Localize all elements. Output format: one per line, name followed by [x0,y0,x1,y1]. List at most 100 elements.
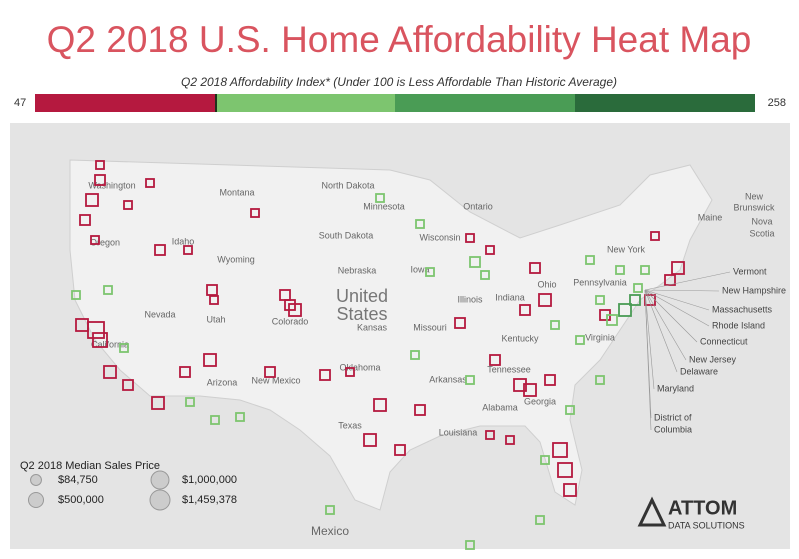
region-label: Illinois [457,294,483,304]
region-label: Idaho [172,236,195,246]
country-label: Nova [751,216,772,226]
callouts: Vermont New Hampshire Massachusetts Rhode I… [644,266,786,434]
callout-line [644,289,720,292]
marker [92,332,108,348]
callout-label: Massachusetts [712,304,773,314]
callout-line [644,289,698,343]
marker [119,343,129,353]
marker [595,295,605,305]
country-label: States [336,304,387,324]
size-swatch [150,470,170,490]
marker [585,255,595,265]
marker [465,540,475,550]
markers [71,160,685,550]
region-label: Kansas [357,322,388,332]
region-label: Missouri [413,322,447,332]
callout-label: Delaware [680,366,718,376]
title: Q2 2018 U.S. Home Affordability Heat Map [47,19,752,60]
marker [633,283,643,293]
callout-line [644,289,652,431]
callout-label: District of [654,412,692,422]
region-label: Oklahoma [339,362,380,372]
callout-line [644,271,731,291]
marker [319,369,331,381]
callout-label: Rhode Island [712,320,765,330]
region-label: South Dakota [319,230,374,240]
logo-name: ATTOM [668,497,737,519]
color-segment [575,94,755,112]
marker [544,374,556,386]
size-label: $500,000 [58,494,104,506]
size-label: $1,000,000 [182,474,237,486]
marker [151,396,165,410]
callout-label: New Jersey [689,354,737,364]
map-labels: Washington Oregon Idaho Montana Wyoming North… [88,180,775,538]
country-label: New [745,191,764,201]
marker [235,412,245,422]
country-label: Mexico [311,524,349,538]
marker [640,265,650,275]
marker [145,178,155,188]
country-label: Scotia [749,228,774,238]
marker [264,366,276,378]
country-label: Ontario [463,201,493,211]
marker [557,462,573,478]
marker [414,404,426,416]
legend-min: 47 [14,97,26,109]
region-label: Wisconsin [419,232,460,242]
marker [540,455,550,465]
marker [538,293,552,307]
marker [71,290,81,300]
region-label: Arkansas [429,374,467,384]
region-label: New Mexico [251,375,300,385]
region-label: Virginia [585,332,615,342]
marker [575,335,585,345]
size-swatch [27,491,45,509]
marker [552,442,568,458]
marker [565,405,575,415]
marker [410,350,420,360]
logo-icon [637,496,667,527]
marker [529,262,541,274]
marker [415,219,425,229]
marker [519,304,531,316]
marker [250,208,260,218]
color-segment [395,94,575,112]
marker [75,318,89,332]
marker [325,505,335,515]
marker [629,294,641,306]
region-label: Alabama [482,402,518,412]
marker [284,299,296,311]
callout-label: Columbia [654,424,692,434]
marker [345,367,355,377]
color-segment [35,94,215,112]
marker [671,261,685,275]
marker [90,235,100,245]
region-label: Pennsylvania [573,277,627,287]
marker [103,365,117,379]
callout-label: Connecticut [700,336,748,346]
region-label: North Dakota [321,180,374,190]
size-swatch [149,489,171,511]
region-label: Maine [698,212,723,222]
size-swatch [30,474,42,486]
marker [183,245,193,255]
region-label: Oregon [90,237,120,247]
size-legend-bg [12,455,227,515]
marker [650,231,660,241]
marker [489,354,501,366]
marker [179,366,191,378]
region-label: Iowa [410,264,429,274]
region-label: Texas [338,420,362,430]
marker [465,233,475,243]
region-label: Wyoming [217,254,254,264]
country-label: Brunswick [733,202,775,212]
marker [550,320,560,330]
color-bar [35,94,755,112]
callout-line [644,289,678,373]
marker [465,375,475,385]
marker [122,379,134,391]
marker [485,430,495,440]
marker [563,483,577,497]
